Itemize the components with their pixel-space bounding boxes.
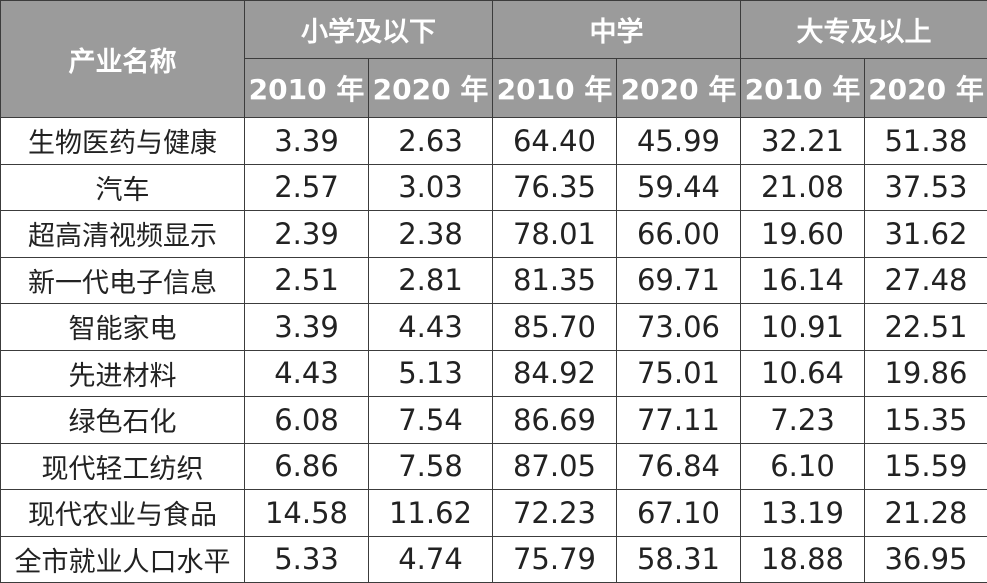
value-cell: 7.23: [741, 397, 865, 444]
table-row: 现代农业与食品 14.58 11.62 72.23 67.10 13.19 21…: [1, 490, 987, 537]
value-cell: 3.39: [245, 118, 369, 165]
value-cell: 87.05: [493, 443, 617, 490]
group-header-primary: 小学及以下: [245, 1, 493, 59]
group-header-college: 大专及以上: [741, 1, 987, 59]
group-header-secondary: 中学: [493, 1, 741, 59]
year-header: 2010 年: [245, 59, 369, 118]
value-cell: 5.33: [245, 536, 369, 583]
value-cell: 5.13: [369, 350, 493, 397]
value-cell: 18.88: [741, 536, 865, 583]
table-header: 产业名称 小学及以下 中学 大专及以上 2010 年 2020 年 2010 年…: [1, 1, 987, 118]
value-cell: 36.95: [865, 536, 987, 583]
value-cell: 81.35: [493, 257, 617, 304]
value-cell: 15.35: [865, 397, 987, 444]
value-cell: 4.43: [245, 350, 369, 397]
industry-name-cell: 超高清视频显示: [1, 211, 245, 258]
value-cell: 32.21: [741, 118, 865, 165]
table-row: 新一代电子信息 2.51 2.81 81.35 69.71 16.14 27.4…: [1, 257, 987, 304]
industry-name-cell: 现代轻工纺织: [1, 443, 245, 490]
value-cell: 6.86: [245, 443, 369, 490]
value-cell: 3.39: [245, 304, 369, 351]
value-cell: 7.58: [369, 443, 493, 490]
table-body: 生物医药与健康 3.39 2.63 64.40 45.99 32.21 51.3…: [1, 118, 987, 583]
value-cell: 27.48: [865, 257, 987, 304]
table-row: 全市就业人口水平 5.33 4.74 75.79 58.31 18.88 36.…: [1, 536, 987, 583]
table-row: 先进材料 4.43 5.13 84.92 75.01 10.64 19.86: [1, 350, 987, 397]
value-cell: 69.71: [617, 257, 741, 304]
value-cell: 76.35: [493, 164, 617, 211]
industry-name-cell: 汽车: [1, 164, 245, 211]
value-cell: 77.11: [617, 397, 741, 444]
value-cell: 51.38: [865, 118, 987, 165]
year-header: 2020 年: [865, 59, 987, 118]
value-cell: 2.63: [369, 118, 493, 165]
value-cell: 4.74: [369, 536, 493, 583]
value-cell: 75.01: [617, 350, 741, 397]
value-cell: 73.06: [617, 304, 741, 351]
industry-name-cell: 现代农业与食品: [1, 490, 245, 537]
value-cell: 10.91: [741, 304, 865, 351]
value-cell: 72.23: [493, 490, 617, 537]
value-cell: 21.28: [865, 490, 987, 537]
value-cell: 85.70: [493, 304, 617, 351]
table-row: 现代轻工纺织 6.86 7.58 87.05 76.84 6.10 15.59: [1, 443, 987, 490]
industry-name-cell: 全市就业人口水平: [1, 536, 245, 583]
value-cell: 66.00: [617, 211, 741, 258]
value-cell: 59.44: [617, 164, 741, 211]
value-cell: 2.39: [245, 211, 369, 258]
value-cell: 7.54: [369, 397, 493, 444]
industry-name-cell: 生物医药与健康: [1, 118, 245, 165]
value-cell: 15.59: [865, 443, 987, 490]
table-row: 智能家电 3.39 4.43 85.70 73.06 10.91 22.51: [1, 304, 987, 351]
table-row: 汽车 2.57 3.03 76.35 59.44 21.08 37.53: [1, 164, 987, 211]
industry-name-cell: 先进材料: [1, 350, 245, 397]
industry-name-cell: 智能家电: [1, 304, 245, 351]
value-cell: 64.40: [493, 118, 617, 165]
value-cell: 45.99: [617, 118, 741, 165]
value-cell: 10.64: [741, 350, 865, 397]
industry-name-cell: 新一代电子信息: [1, 257, 245, 304]
value-cell: 19.60: [741, 211, 865, 258]
value-cell: 58.31: [617, 536, 741, 583]
value-cell: 76.84: [617, 443, 741, 490]
value-cell: 75.79: [493, 536, 617, 583]
value-cell: 67.10: [617, 490, 741, 537]
year-header: 2020 年: [617, 59, 741, 118]
industry-name-header: 产业名称: [1, 1, 245, 118]
value-cell: 4.43: [369, 304, 493, 351]
value-cell: 2.38: [369, 211, 493, 258]
value-cell: 13.19: [741, 490, 865, 537]
value-cell: 2.57: [245, 164, 369, 211]
value-cell: 19.86: [865, 350, 987, 397]
value-cell: 2.81: [369, 257, 493, 304]
value-cell: 3.03: [369, 164, 493, 211]
value-cell: 16.14: [741, 257, 865, 304]
value-cell: 11.62: [369, 490, 493, 537]
industry-name-cell: 绿色石化: [1, 397, 245, 444]
value-cell: 37.53: [865, 164, 987, 211]
value-cell: 6.08: [245, 397, 369, 444]
year-header: 2020 年: [369, 59, 493, 118]
table-row: 绿色石化 6.08 7.54 86.69 77.11 7.23 15.35: [1, 397, 987, 444]
year-header: 2010 年: [493, 59, 617, 118]
table-row: 生物医药与健康 3.39 2.63 64.40 45.99 32.21 51.3…: [1, 118, 987, 165]
value-cell: 14.58: [245, 490, 369, 537]
value-cell: 2.51: [245, 257, 369, 304]
value-cell: 78.01: [493, 211, 617, 258]
header-group-row: 产业名称 小学及以下 中学 大专及以上: [1, 1, 987, 59]
value-cell: 31.62: [865, 211, 987, 258]
year-header: 2010 年: [741, 59, 865, 118]
value-cell: 21.08: [741, 164, 865, 211]
table-row: 超高清视频显示 2.39 2.38 78.01 66.00 19.60 31.6…: [1, 211, 987, 258]
value-cell: 22.51: [865, 304, 987, 351]
value-cell: 84.92: [493, 350, 617, 397]
value-cell: 6.10: [741, 443, 865, 490]
value-cell: 86.69: [493, 397, 617, 444]
